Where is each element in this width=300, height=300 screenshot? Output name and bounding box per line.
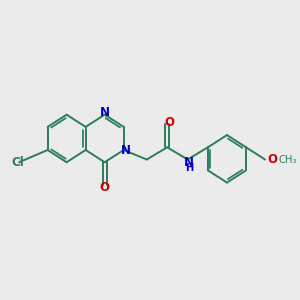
Text: N: N [184,156,194,169]
Text: O: O [164,116,174,128]
Text: Cl: Cl [11,156,24,169]
Text: CH₃: CH₃ [278,154,296,164]
Text: O: O [268,153,278,166]
Text: N: N [121,143,131,157]
Text: N: N [100,106,110,119]
Text: O: O [100,181,110,194]
Text: H: H [185,163,193,173]
